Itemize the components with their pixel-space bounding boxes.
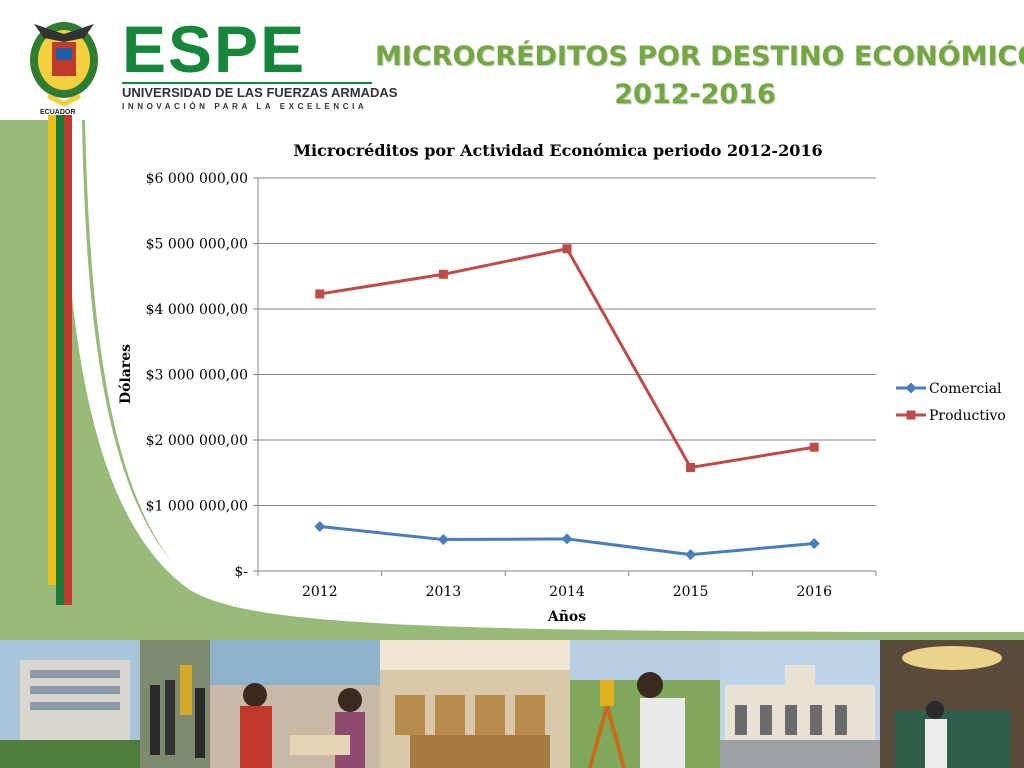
y-tick-label: $2 000 000,00: [146, 433, 248, 449]
y-axis-label: Dólares: [118, 344, 134, 404]
legend-marker: [906, 410, 916, 420]
chart-legend: Comercial Productivo: [896, 381, 1006, 424]
data-point-productivo-2012: [315, 289, 325, 299]
data-point-comercial-2012: [314, 520, 326, 532]
data-point-comercial-2014: [561, 533, 573, 545]
series-productivo: [315, 244, 819, 473]
data-point-comercial-2016: [808, 537, 820, 549]
surveying-photo: [570, 640, 720, 768]
legend-label: Comercial: [929, 381, 1002, 397]
x-tick-label: 2015: [673, 584, 709, 600]
students-photo: [210, 640, 380, 768]
ceremony-photo: [140, 640, 210, 768]
university-name: UNIVERSIDAD DE LAS FUERZAS ARMADAS: [122, 82, 397, 100]
x-tick-label: 2013: [426, 584, 462, 600]
slide-title-line2: 2012-2016: [614, 79, 776, 110]
country-label: ECUADOR: [40, 109, 76, 116]
data-point-productivo-2015: [686, 463, 696, 473]
x-axis-ticks: 2012 2013 2014 2015 2016: [257, 571, 877, 600]
y-tick-label: $4 000 000,00: [146, 302, 248, 318]
data-point-comercial-2015: [685, 549, 697, 561]
legend-marker: [905, 382, 917, 394]
campus-building-photo: [0, 640, 140, 768]
x-tick-label: 2012: [302, 584, 338, 600]
chart-gridlines: [257, 177, 876, 572]
series-comercial: [314, 520, 820, 561]
coat-of-arms-icon: [30, 22, 98, 107]
y-tick-label: $3 000 000,00: [146, 368, 248, 384]
flag-stripe-red: [64, 115, 72, 605]
classroom-photo: [380, 640, 570, 768]
slide-title-line1: MICROCRÉDITOS POR DESTINO ECONÓMICO: [375, 41, 1024, 72]
x-tick-label: 2016: [796, 584, 832, 600]
y-axis-ticks: $- $1 000 000,00 $2 000 000,00 $3 000 000,0…: [146, 171, 258, 580]
y-tick-label: $1 000 000,00: [146, 499, 248, 515]
chart-title: Microcréditos por Actividad Económica pe…: [293, 141, 822, 160]
campus-photo-strip: [0, 640, 1024, 768]
espe-logo: ESPE UNIVERSIDAD DE LAS FUERZAS ARMADAS …: [10, 8, 397, 116]
legend-item-comercial: Comercial: [896, 381, 1002, 397]
historic-building-photo: [720, 640, 880, 768]
legend-item-productivo: Productivo: [896, 408, 1006, 424]
data-point-productivo-2016: [809, 442, 819, 452]
university-motto: INNOVACIÓN PARA LA EXCELENCIA: [122, 102, 368, 111]
y-tick-label: $5 000 000,00: [146, 237, 248, 253]
data-point-productivo-2013: [438, 269, 448, 279]
x-axis-label: Años: [547, 608, 586, 625]
brand-wordmark: ESPE: [122, 12, 307, 86]
flag-stripe-yellow: [48, 115, 56, 585]
flag-stripe-green: [56, 115, 64, 605]
data-point-comercial-2013: [437, 534, 449, 546]
series-line-productivo: [319, 247, 815, 470]
slide-title: MICROCRÉDITOS POR DESTINO ECONÓMICO 2012…: [375, 38, 1024, 114]
y-tick-label: $6 000 000,00: [146, 171, 248, 187]
x-tick-label: 2014: [549, 584, 585, 600]
green-curve-decoration: [0, 120, 1024, 640]
auditorium-photo: [880, 640, 1024, 768]
chart-series: [314, 244, 820, 561]
line-chart: Microcréditos por Actividad Económica pe…: [118, 141, 1006, 625]
y-tick-label: $-: [234, 564, 248, 580]
data-point-productivo-2014: [562, 244, 572, 254]
legend-label: Productivo: [929, 408, 1006, 424]
